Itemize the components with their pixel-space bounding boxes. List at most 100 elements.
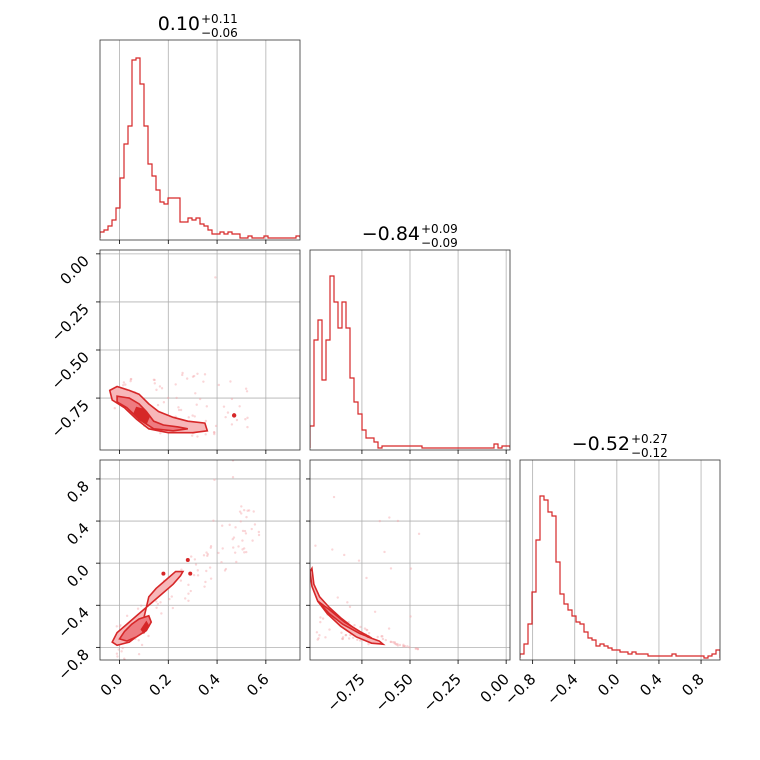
scatter-point (187, 583, 190, 587)
tick-label-y1: −0.25 (48, 300, 93, 345)
scatter-point (245, 550, 248, 554)
scatter-point (117, 648, 120, 651)
scatter-point (204, 433, 207, 436)
scatter-point (184, 597, 187, 600)
panel-frame-0-0 (99, 39, 301, 241)
scatter-point (383, 550, 386, 554)
scatter-point (331, 548, 334, 551)
scatter-point (252, 510, 255, 513)
scatter-point (317, 637, 320, 640)
scatter-point (204, 419, 208, 423)
contour-island (185, 558, 190, 562)
scatter-point (230, 397, 234, 401)
scatter-point (205, 551, 208, 554)
scatter-point (393, 640, 396, 644)
scatter-point (159, 601, 162, 604)
scatter-point (332, 495, 336, 499)
scatter-point (318, 634, 321, 637)
scatter-point (212, 431, 216, 434)
scatter-point (202, 554, 206, 557)
scatter-point (389, 640, 392, 644)
scatter-point (209, 546, 212, 550)
scatter-point (116, 655, 119, 658)
scatter-point (114, 664, 116, 666)
scatter-point (416, 648, 420, 651)
tick-label-x2: −0.8 (501, 670, 539, 708)
scatter-point (202, 380, 205, 383)
title-param-1-plus: +0.09 (421, 222, 458, 236)
title-param-1-minus: −0.09 (421, 236, 458, 250)
scatter-point (153, 382, 156, 385)
contour-level-3 (140, 620, 150, 634)
scatter-point (243, 551, 246, 554)
scatter-point (220, 524, 224, 527)
contours-p0p2 (111, 558, 193, 647)
scatter-point (230, 423, 234, 426)
scatter-point (358, 639, 362, 642)
scatter-point (237, 545, 240, 548)
scatter-point (393, 642, 396, 645)
scatter-point (119, 624, 122, 627)
scatter-point (171, 606, 175, 610)
scatter-point (244, 532, 248, 535)
scatter-point (193, 415, 196, 418)
scatter-point (217, 551, 220, 555)
grid-layer (100, 40, 702, 660)
scatter-point (246, 509, 249, 512)
scatter-point (185, 377, 189, 380)
scatter-point (155, 606, 158, 610)
scatter-point (175, 396, 178, 400)
title-param-2-minus: −0.12 (631, 446, 668, 460)
scatter-point (341, 636, 345, 639)
scatter-point (190, 555, 193, 558)
scatter-point (391, 640, 395, 644)
scatter-point (246, 425, 249, 429)
histogram-param-1 (310, 275, 510, 449)
scatter-point (340, 631, 343, 634)
scatter-point (230, 201, 232, 203)
tick-label-x0: 0.6 (243, 670, 273, 700)
scatter-point (365, 576, 368, 580)
scatter-point (209, 577, 213, 580)
scatter-point (187, 592, 190, 595)
scatter-point (122, 381, 126, 384)
scatter-point (380, 635, 383, 638)
scatter-point (153, 378, 156, 382)
scatter-point (244, 418, 247, 421)
scatter-point (409, 615, 412, 618)
scatter-point (319, 616, 322, 619)
scatter-point (168, 597, 171, 601)
scatter-point (244, 387, 248, 390)
scatter-point (356, 638, 359, 642)
scatter-point (118, 625, 122, 628)
scatter-point (192, 374, 196, 378)
scatter-point (231, 476, 235, 479)
contour-level-2 (116, 395, 188, 432)
title-param-0: 0.10 (158, 13, 200, 35)
scatter-point (118, 664, 120, 666)
scatter-point (247, 509, 251, 512)
scatter-point (136, 607, 140, 610)
scatter-point (124, 383, 127, 386)
scatter-point (240, 512, 243, 515)
scatter-point (387, 627, 391, 630)
scatter-point (209, 544, 213, 548)
hist-group-2 (520, 495, 720, 659)
scatter-point (353, 624, 356, 627)
scatter-point (196, 569, 199, 572)
tick-label-x1: −0.50 (372, 670, 417, 715)
scatter-point (125, 614, 129, 618)
scatter-point (155, 600, 158, 603)
scatter-point (158, 385, 162, 388)
scatter-point (346, 601, 349, 604)
scatter-point (235, 560, 238, 564)
scatter-point (239, 520, 242, 523)
scatter-point (190, 434, 194, 437)
scatter-point (242, 547, 246, 550)
scatter-point (328, 628, 331, 631)
scatter-point (343, 553, 346, 557)
scatter-point (233, 551, 237, 554)
scatter-point (344, 633, 348, 637)
scatter-point (195, 403, 198, 406)
scatter-point (315, 631, 319, 634)
